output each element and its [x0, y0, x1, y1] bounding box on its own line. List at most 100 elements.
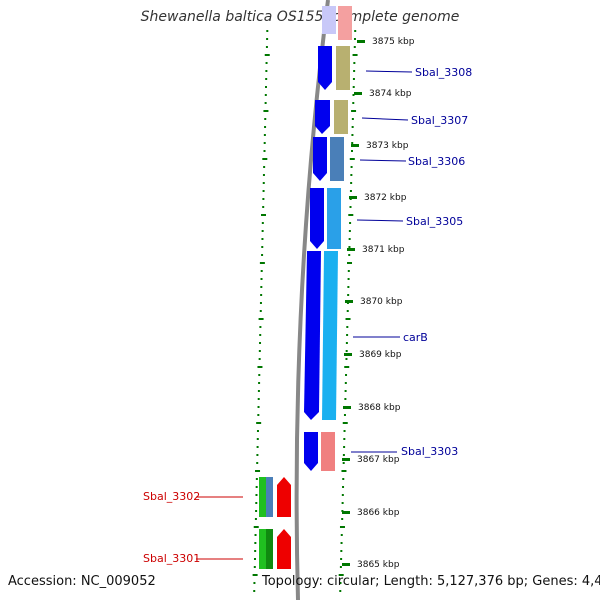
kbp-label: 3871 kbp [362, 245, 405, 255]
kbp-label: 3865 kbp [357, 560, 400, 570]
kbp-tick [343, 406, 351, 409]
scale-dot [262, 198, 265, 200]
scale-dot [340, 542, 343, 544]
scale-dot [343, 414, 346, 416]
scale-dot [259, 326, 262, 328]
kbp-label: 3874 kbp [369, 89, 412, 99]
kbp-tick [345, 300, 353, 303]
scale-dot [339, 566, 342, 568]
gene-stripe-accent [266, 477, 273, 517]
scale-dot [349, 190, 352, 192]
scale-dot [264, 102, 267, 104]
scale-dot [343, 446, 346, 448]
scale-dot [260, 286, 263, 288]
gene-leader [365, 70, 413, 73]
scale-dot [264, 54, 270, 56]
scale-dot [346, 310, 349, 312]
gene-stripe [321, 432, 335, 471]
gene-sbal-3303[interactable]: Sbal_3303 [304, 432, 458, 471]
scale-dot [266, 30, 269, 32]
scale-dot [261, 238, 264, 240]
scale-dot [345, 318, 351, 320]
kbp-label: 3872 kbp [364, 193, 407, 203]
gene-arrow [313, 137, 327, 181]
scale-dot [351, 150, 353, 152]
topology-label: Topology: circular; Length: 5,127,376 bp… [262, 574, 600, 589]
scale-dot [256, 462, 259, 464]
partial-gene-top-stripe [338, 6, 352, 40]
scale-dot [352, 86, 355, 88]
scale-dot [265, 46, 268, 48]
scale-dot [261, 230, 264, 232]
scale-dot [257, 414, 260, 416]
gene-sbal-3307[interactable]: Sbal_3307 [315, 100, 468, 134]
scale-dot [353, 46, 356, 48]
gene-leader [356, 219, 404, 222]
scale-dot [350, 182, 353, 184]
scale-dot [255, 502, 258, 504]
left-scale-dots [252, 30, 270, 592]
scale-dot [265, 70, 268, 72]
scale-dot [346, 326, 349, 328]
gene-sbal-3301[interactable]: Sbal_3301 [143, 529, 291, 569]
scale-dot [258, 358, 261, 360]
gene-sbal-3305[interactable]: Sbal_3305 [310, 188, 463, 249]
scale-dot [258, 318, 264, 320]
gene-arrow [310, 188, 324, 249]
scale-dot [254, 534, 257, 536]
scale-dot [339, 590, 342, 592]
scale-dot [345, 358, 348, 360]
gene-stripe [327, 188, 341, 249]
scale-dot [263, 166, 266, 168]
accession-label: Accession: NC_009052 [8, 574, 156, 589]
scale-dot [254, 542, 257, 544]
scale-dot [260, 294, 263, 296]
scale-dot [255, 494, 258, 496]
gene-stripe [330, 137, 344, 181]
gene-sbal-3308[interactable]: Sbal_3308 [318, 46, 472, 90]
scale-dot [266, 38, 269, 40]
scale-dot [352, 78, 355, 80]
scale-dot [256, 430, 259, 432]
genome-backbone [294, 0, 330, 600]
scale-dot [352, 102, 355, 104]
gene-sbal-3306[interactable]: Sbal_3306 [313, 137, 465, 181]
kbp-tick [344, 353, 352, 356]
gene-sbal-3302[interactable]: Sbal_3302 [143, 477, 291, 517]
scale-dot [342, 454, 345, 456]
scale-dot [345, 342, 348, 344]
scale-dot [343, 430, 346, 432]
gene-arrow [277, 529, 291, 569]
scale-dot [348, 254, 351, 256]
scale-dot [342, 422, 348, 424]
scale-dot [347, 270, 350, 272]
kbp-label: 3875 kbp [372, 37, 415, 47]
gene-leader [359, 159, 407, 162]
scale-dot [264, 94, 267, 96]
scale-dot [261, 254, 264, 256]
scale-dot [257, 366, 263, 368]
gene-carb[interactable]: carB [304, 251, 428, 420]
scale-dot [256, 454, 259, 456]
gene-stripe [336, 46, 350, 90]
scale-dot [263, 142, 266, 144]
scale-dot [264, 86, 267, 88]
scale-dot [263, 110, 269, 112]
gene-label: Sbal_3307 [411, 114, 468, 127]
scale-dot [258, 350, 261, 352]
scale-dot [262, 206, 265, 208]
scale-dot [255, 478, 258, 480]
scale-dot [344, 382, 347, 384]
scale-dot [349, 158, 355, 160]
scale-dot [348, 214, 354, 216]
scale-dot [351, 142, 354, 144]
scale-dot [344, 390, 347, 392]
scale-dot [345, 374, 348, 376]
scale-dot [345, 350, 348, 352]
scale-dot [353, 38, 356, 40]
scale-dot [259, 310, 262, 312]
scale-dot [347, 278, 350, 280]
gene-label: Sbal_3301 [143, 552, 200, 565]
scale-dot [253, 558, 256, 560]
